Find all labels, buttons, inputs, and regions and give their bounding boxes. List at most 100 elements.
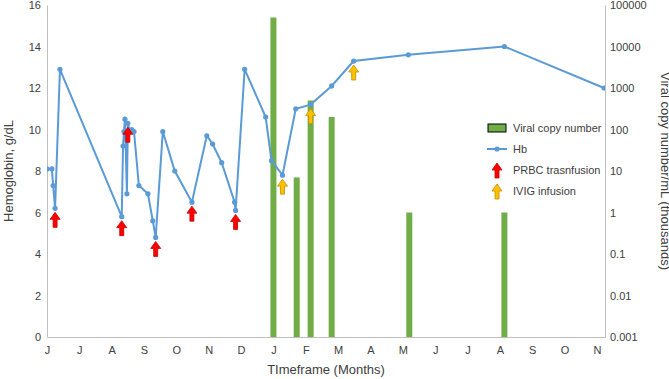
tick: 1000 — [605, 82, 634, 94]
tick: J — [433, 337, 439, 356]
tick-label: S — [141, 344, 148, 356]
tick-label: 0 — [35, 331, 41, 343]
tick: F — [303, 337, 310, 356]
tick: 10 — [29, 124, 47, 136]
tick-label: 10 — [610, 165, 622, 177]
event-arrow — [277, 179, 287, 194]
marker — [189, 200, 194, 205]
tick: 14 — [29, 41, 47, 53]
tick-label: 100000 — [610, 0, 647, 11]
legend-swatch — [492, 184, 502, 199]
line — [47, 47, 604, 238]
y2-axis: 0.001 0.01 0.1 1 10 100 1000 10000 100000 — [605, 0, 647, 343]
marker — [57, 67, 62, 72]
tick: 6 — [35, 207, 47, 219]
legend-label: IVIG infusion — [513, 185, 576, 197]
tick-label: J — [45, 344, 51, 356]
marker — [406, 52, 411, 57]
tick-label: 8 — [35, 165, 41, 177]
tick-label: 100 — [610, 124, 628, 136]
marker — [160, 129, 165, 134]
tick-label: A — [497, 344, 505, 356]
tick-label: M — [334, 344, 343, 356]
tick-label: 12 — [29, 82, 41, 94]
marker — [280, 173, 285, 178]
bar — [294, 177, 300, 337]
tick: J — [45, 337, 51, 356]
tick: 4 — [35, 248, 47, 260]
marker — [47, 166, 50, 171]
tick-label: N — [205, 344, 213, 356]
marker — [232, 200, 237, 205]
tick-label: 0.1 — [610, 248, 625, 260]
marker — [219, 160, 224, 165]
legend-label: Viral copy number — [513, 122, 602, 134]
marker — [52, 206, 57, 211]
x-axis: JJASONDJFMAMJJASON — [45, 337, 606, 356]
marker — [150, 218, 155, 223]
tick: S — [141, 337, 148, 356]
tick: 0.1 — [605, 248, 625, 260]
y-axis-title: Hemoglobin, g/dL — [1, 120, 16, 222]
tick-label: 16 — [29, 0, 41, 11]
event-arrow — [151, 241, 161, 256]
tick: A — [497, 337, 505, 356]
marker — [125, 121, 130, 126]
event-arrow — [306, 109, 316, 124]
tick: 1 — [605, 207, 616, 219]
marker — [51, 183, 56, 188]
marker — [293, 106, 298, 111]
axis-line — [48, 337, 606, 338]
bar — [406, 213, 412, 338]
tick: N — [593, 337, 601, 356]
tick: 100 — [605, 124, 628, 136]
axis-line — [605, 6, 606, 338]
tick-label: N — [593, 344, 601, 356]
bar — [501, 213, 507, 338]
marker — [242, 67, 247, 72]
chart-container: JJASONDJFMAMJJASON02468101214160.0010.01… — [0, 0, 669, 379]
marker — [233, 208, 238, 213]
tick-label: 1 — [610, 207, 616, 219]
tick: J — [465, 337, 471, 356]
tick-label: 0.01 — [610, 290, 631, 302]
tick: M — [334, 337, 343, 356]
tick: A — [109, 337, 117, 356]
marker — [120, 144, 125, 149]
tick: 12 — [29, 82, 47, 94]
bar — [329, 117, 335, 337]
event-arrow — [50, 212, 60, 227]
tick-label: J — [77, 344, 83, 356]
tick: 2 — [35, 290, 47, 302]
marker — [136, 183, 141, 188]
y2-axis-title: Viral copy number/mL (thousands) — [658, 72, 669, 270]
tick-label: F — [303, 344, 310, 356]
tick: 0 — [35, 331, 47, 343]
tick: J — [271, 337, 277, 356]
marker — [49, 166, 54, 171]
marker — [601, 85, 605, 90]
tick-label: O — [561, 344, 570, 356]
tick-label: D — [238, 344, 246, 356]
tick-label: M — [399, 344, 408, 356]
marker — [172, 168, 177, 173]
tick: 0.001 — [605, 331, 638, 343]
tick-label: 1000 — [610, 82, 634, 94]
tick-label: 10000 — [610, 41, 641, 53]
tick-label: 2 — [35, 290, 41, 302]
tick-label: 10 — [29, 124, 41, 136]
tick-label: 4 — [35, 248, 41, 260]
tick: 16 — [29, 0, 47, 11]
legend-marker — [494, 146, 499, 151]
marker — [204, 133, 209, 138]
tick: N — [205, 337, 213, 356]
tick: 10000 — [605, 41, 641, 53]
event-arrow — [231, 214, 241, 229]
tick: D — [238, 337, 246, 356]
marker — [145, 191, 150, 196]
tick-label: 6 — [35, 207, 41, 219]
chart-svg: JJASONDJFMAMJJASON02468101214160.0010.01… — [0, 0, 669, 379]
marker — [308, 102, 313, 107]
tick-label: 0.001 — [610, 331, 638, 343]
legend: Viral copy numberHbPRBC trasnfusionIVIG … — [487, 122, 602, 199]
